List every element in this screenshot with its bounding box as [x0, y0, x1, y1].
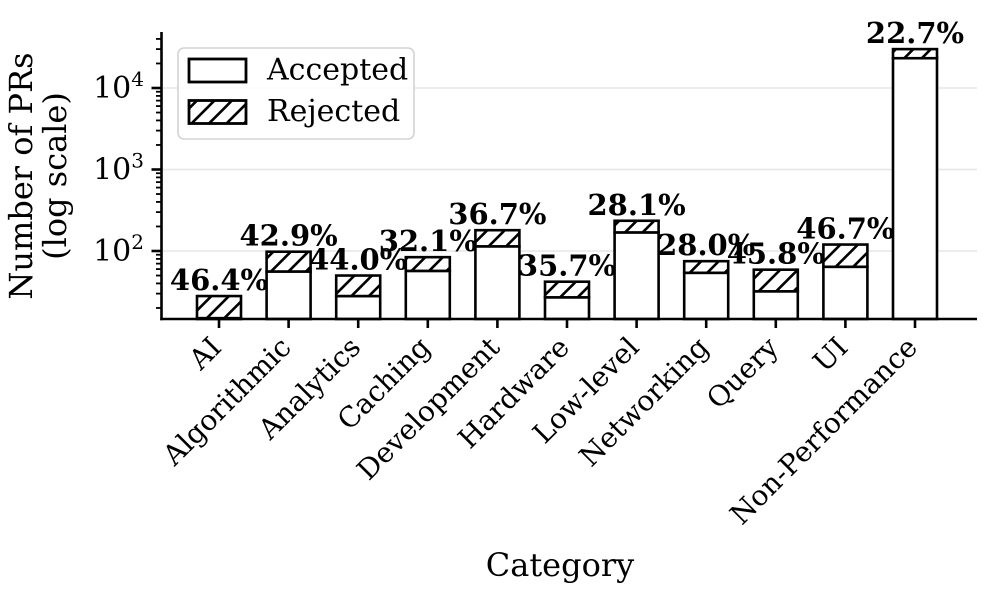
bar-pct-label: 22.7%: [866, 16, 964, 50]
rejected-bar-segment: [195, 294, 243, 320]
bar-pct-label: 46.7%: [796, 212, 894, 246]
accepted-bar-segment: [752, 290, 800, 321]
rejected-bar-segment: [613, 219, 660, 234]
accepted-bar-segment: [334, 294, 382, 321]
accepted-bar-segment: [474, 245, 521, 321]
bar-pct-label: 45.8%: [727, 237, 825, 271]
bar-pct-label: 35.7%: [518, 249, 616, 283]
accepted-bar-segment: [613, 231, 660, 321]
rejected-bar-segment: [543, 280, 591, 299]
bar-pct-label: 32.1%: [379, 224, 477, 258]
bar-pct-label: 28.1%: [588, 188, 686, 222]
x-axis-title: Category: [486, 546, 634, 584]
legend-swatch-accepted-icon: [187, 57, 248, 84]
rejected-bar-segment: [334, 274, 382, 298]
rejected-bar-segment: [265, 250, 312, 273]
rejected-bar-segment: [474, 228, 521, 248]
accepted-bar-segment: [682, 271, 730, 321]
bar-pct-label: 44.0%: [309, 243, 407, 277]
bar-pct-label: 42.9%: [240, 219, 338, 253]
legend-item-label: Rejected: [267, 94, 400, 129]
rejected-bar-segment: [752, 268, 800, 293]
legend: Accepted Rejected: [177, 47, 415, 140]
legend-item-label: Accepted: [266, 53, 408, 88]
accepted-bar-segment: [822, 265, 869, 321]
accepted-bar-segment: [404, 269, 452, 321]
rejected-bar-segment: [822, 243, 869, 269]
accepted-bar-segment: [265, 270, 312, 321]
y-axis-title: (log scale): [36, 92, 74, 260]
bar-pct-label: 28.0%: [657, 228, 755, 262]
accepted-bar-segment: [543, 296, 591, 321]
y-axis-title: Number of PRs: [2, 52, 40, 299]
bar-pct-label: 46.4%: [170, 263, 268, 297]
legend-swatch-rejected-icon: [187, 99, 248, 125]
rejected-bar-segment: [891, 47, 939, 60]
rejected-bar-segment: [682, 259, 730, 275]
rejected-bar-segment: [404, 255, 452, 273]
bar-pct-label: 36.7%: [448, 197, 546, 231]
accepted-bar-segment: [891, 56, 939, 321]
